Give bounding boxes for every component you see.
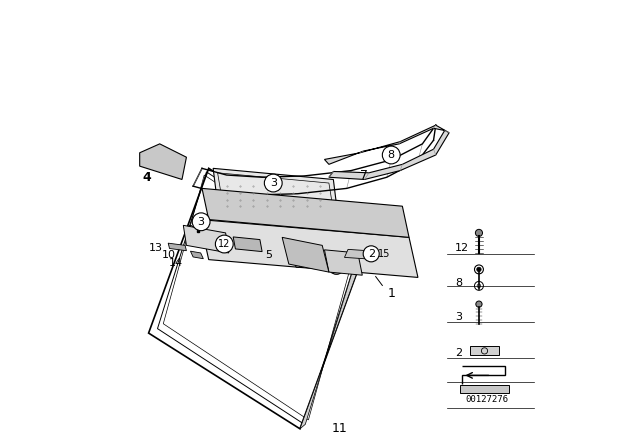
Polygon shape: [191, 251, 204, 259]
Text: 12: 12: [218, 239, 230, 249]
Text: 14: 14: [169, 258, 183, 268]
Polygon shape: [300, 264, 360, 429]
Text: 10: 10: [162, 250, 176, 260]
Text: 8: 8: [455, 278, 462, 288]
Text: 3: 3: [269, 178, 276, 188]
Text: 1: 1: [387, 287, 395, 300]
Circle shape: [335, 254, 344, 263]
Text: 15: 15: [378, 249, 390, 259]
Circle shape: [264, 174, 282, 192]
Circle shape: [476, 301, 482, 307]
Circle shape: [328, 258, 344, 274]
Circle shape: [192, 213, 210, 231]
Polygon shape: [344, 250, 368, 259]
Polygon shape: [324, 250, 362, 275]
Polygon shape: [183, 225, 228, 253]
Text: 6: 6: [293, 260, 300, 270]
Circle shape: [476, 229, 483, 237]
Polygon shape: [233, 237, 262, 252]
Text: 12: 12: [455, 243, 469, 254]
Text: 11: 11: [332, 422, 348, 435]
Text: 8: 8: [388, 150, 395, 160]
Circle shape: [216, 235, 233, 253]
Text: 4: 4: [142, 171, 151, 184]
Text: 9: 9: [186, 225, 193, 235]
Circle shape: [363, 246, 380, 262]
Text: 2: 2: [455, 348, 462, 358]
Polygon shape: [202, 188, 409, 237]
Circle shape: [477, 267, 481, 271]
Polygon shape: [282, 237, 329, 272]
Text: 3: 3: [198, 217, 205, 227]
Circle shape: [316, 257, 328, 269]
Polygon shape: [324, 125, 449, 180]
Polygon shape: [140, 144, 186, 180]
Polygon shape: [213, 168, 338, 215]
Polygon shape: [168, 243, 186, 251]
Text: 00127276: 00127276: [465, 396, 508, 405]
Text: 5: 5: [266, 250, 272, 260]
Bar: [470, 346, 499, 355]
Circle shape: [382, 146, 400, 164]
Text: 13: 13: [149, 243, 163, 253]
Polygon shape: [200, 220, 418, 277]
Text: 2: 2: [367, 249, 375, 259]
Text: 7: 7: [360, 169, 367, 182]
Text: 3: 3: [455, 313, 462, 323]
Bar: [460, 385, 509, 393]
